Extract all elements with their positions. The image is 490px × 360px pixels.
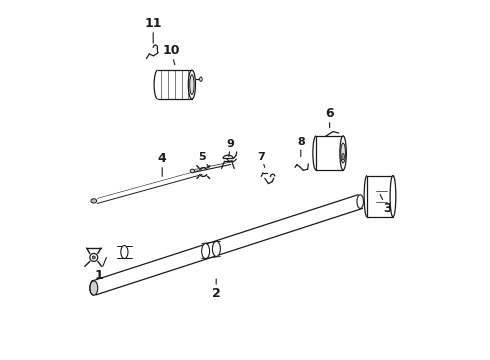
Text: 3: 3 bbox=[380, 194, 392, 215]
Text: 2: 2 bbox=[212, 279, 220, 300]
Ellipse shape bbox=[188, 70, 196, 99]
Ellipse shape bbox=[90, 281, 98, 295]
Ellipse shape bbox=[390, 176, 396, 217]
Text: 10: 10 bbox=[163, 44, 180, 65]
Ellipse shape bbox=[190, 75, 194, 94]
Ellipse shape bbox=[91, 199, 97, 203]
Ellipse shape bbox=[90, 253, 98, 261]
Ellipse shape bbox=[213, 241, 220, 256]
Text: 9: 9 bbox=[227, 139, 235, 157]
Ellipse shape bbox=[391, 183, 395, 209]
Ellipse shape bbox=[202, 243, 210, 258]
Text: 1: 1 bbox=[95, 257, 106, 282]
Ellipse shape bbox=[342, 153, 344, 160]
Ellipse shape bbox=[341, 143, 345, 163]
Ellipse shape bbox=[190, 169, 195, 173]
Text: 7: 7 bbox=[257, 152, 265, 167]
Ellipse shape bbox=[340, 136, 346, 170]
Ellipse shape bbox=[121, 246, 128, 258]
Text: 4: 4 bbox=[158, 152, 167, 176]
Text: 8: 8 bbox=[297, 137, 305, 157]
Ellipse shape bbox=[199, 77, 202, 81]
Ellipse shape bbox=[357, 195, 364, 208]
Text: 11: 11 bbox=[145, 17, 162, 43]
Ellipse shape bbox=[92, 256, 95, 259]
Text: 5: 5 bbox=[198, 152, 209, 167]
Text: 6: 6 bbox=[325, 107, 334, 128]
